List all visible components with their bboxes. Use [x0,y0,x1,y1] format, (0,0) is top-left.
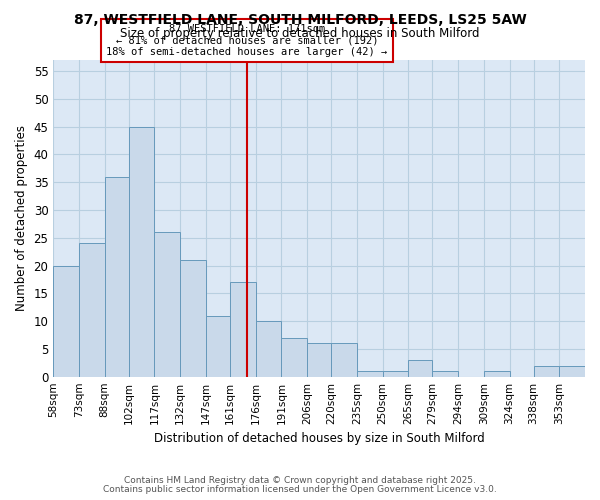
Bar [180,260,206,376]
Text: Contains public sector information licensed under the Open Government Licence v3: Contains public sector information licen… [103,485,497,494]
Bar [331,344,357,376]
X-axis label: Distribution of detached houses by size in South Milford: Distribution of detached houses by size … [154,432,485,445]
Bar [433,371,458,376]
Bar [484,371,509,376]
Text: Size of property relative to detached houses in South Milford: Size of property relative to detached ho… [120,28,480,40]
Text: Contains HM Land Registry data © Crown copyright and database right 2025.: Contains HM Land Registry data © Crown c… [124,476,476,485]
Y-axis label: Number of detached properties: Number of detached properties [15,126,28,312]
Bar [281,338,307,376]
Bar [53,266,79,376]
Bar [79,244,105,376]
Bar [206,316,230,376]
Bar [105,176,129,376]
Text: 87, WESTFIELD LANE, SOUTH MILFORD, LEEDS, LS25 5AW: 87, WESTFIELD LANE, SOUTH MILFORD, LEEDS… [74,12,526,26]
Bar [307,344,331,376]
Text: 87 WESTFIELD LANE: 171sqm
← 81% of detached houses are smaller (192)
18% of semi: 87 WESTFIELD LANE: 171sqm ← 81% of detac… [106,24,388,57]
Bar [230,282,256,376]
Bar [129,126,154,376]
Bar [409,360,433,376]
Bar [383,371,409,376]
Bar [533,366,559,376]
Bar [357,371,383,376]
Bar [154,232,180,376]
Bar [256,321,281,376]
Bar [559,366,585,376]
